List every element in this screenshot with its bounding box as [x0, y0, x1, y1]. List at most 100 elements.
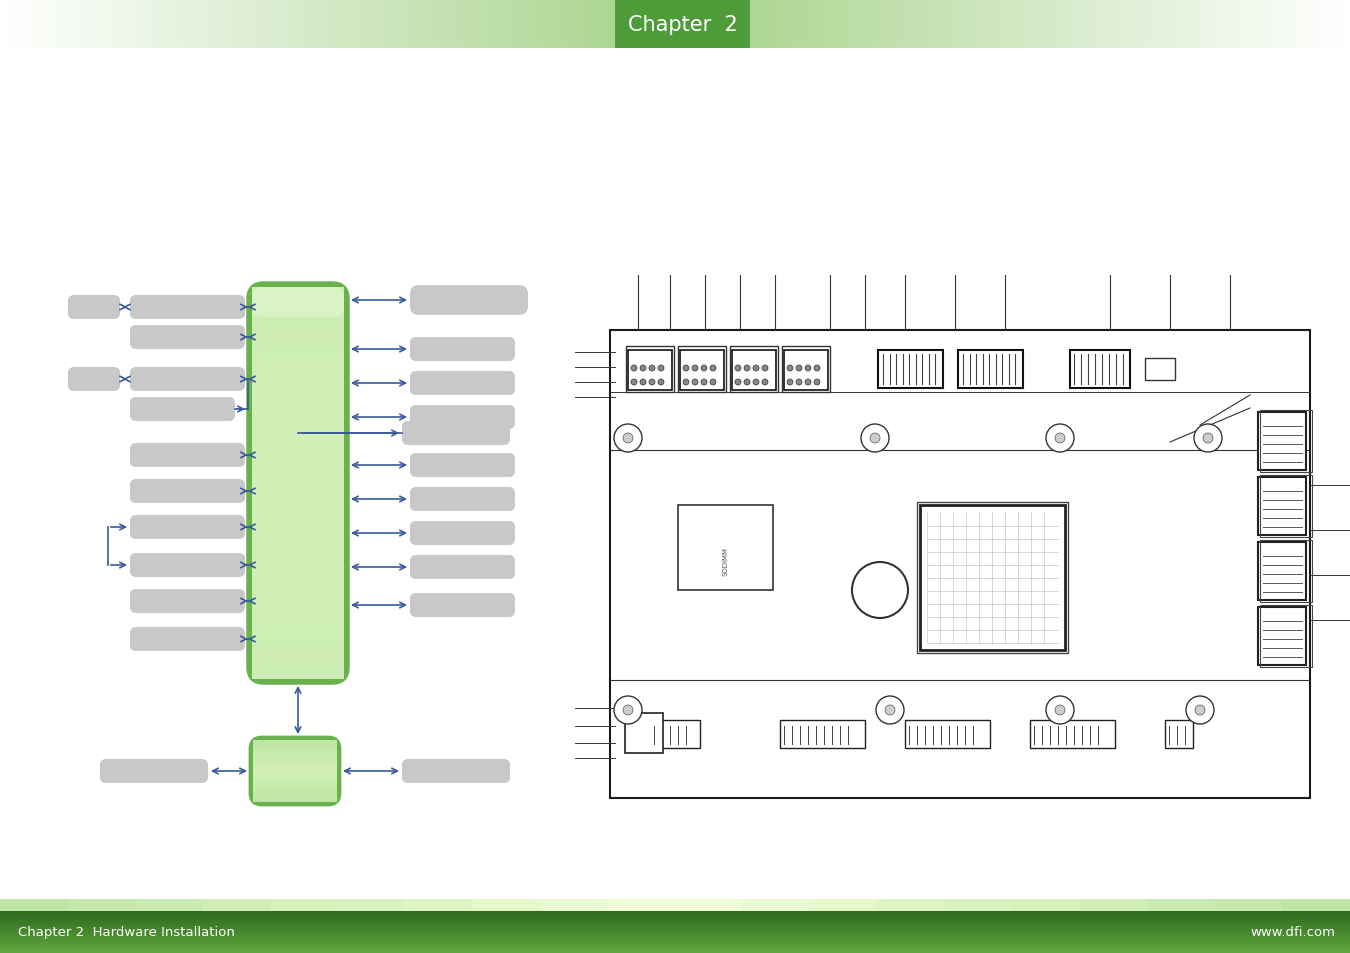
Bar [678, 347, 726, 393]
Bar [252, 659, 344, 666]
Bar [252, 744, 338, 746]
FancyBboxPatch shape [130, 627, 244, 651]
Bar [252, 529, 344, 536]
Circle shape [657, 366, 664, 372]
Circle shape [640, 366, 647, 372]
Circle shape [1046, 424, 1075, 453]
Bar [252, 444, 344, 451]
Circle shape [744, 366, 751, 372]
Circle shape [1054, 705, 1065, 716]
Bar [252, 456, 344, 464]
Bar [1260, 476, 1312, 537]
Circle shape [753, 366, 759, 372]
Bar [252, 779, 338, 781]
Circle shape [734, 366, 741, 372]
Circle shape [701, 366, 707, 372]
Bar [252, 398, 344, 405]
Bar [626, 347, 674, 393]
Bar [252, 476, 344, 483]
Bar [252, 653, 344, 659]
Bar [252, 470, 344, 476]
FancyBboxPatch shape [130, 479, 244, 503]
Circle shape [761, 379, 768, 386]
Text: Chapter 2  Hardware Installation: Chapter 2 Hardware Installation [18, 925, 235, 939]
Bar [1258, 477, 1305, 536]
Bar [252, 541, 344, 549]
FancyBboxPatch shape [410, 337, 514, 361]
Circle shape [1193, 424, 1222, 453]
Bar [252, 781, 338, 783]
Bar [252, 594, 344, 601]
Bar [252, 750, 338, 753]
FancyBboxPatch shape [410, 556, 514, 579]
Bar [252, 757, 338, 759]
Circle shape [693, 366, 698, 372]
Bar [1165, 720, 1193, 748]
Bar [252, 424, 344, 432]
Bar [252, 497, 344, 503]
Bar [628, 351, 672, 391]
Circle shape [1046, 697, 1075, 724]
Bar [252, 633, 344, 640]
Bar [625, 713, 663, 753]
Bar [252, 620, 344, 627]
Bar [252, 791, 338, 794]
Circle shape [1054, 434, 1065, 443]
Bar [610, 331, 1310, 799]
Bar [252, 516, 344, 522]
Text: SODIMM: SODIMM [724, 546, 729, 575]
Bar [252, 666, 344, 673]
Circle shape [869, 434, 880, 443]
Bar [1260, 540, 1312, 602]
Circle shape [683, 366, 688, 372]
Circle shape [814, 379, 819, 386]
Bar [252, 320, 344, 327]
Circle shape [761, 366, 768, 372]
Bar [252, 626, 344, 634]
FancyBboxPatch shape [248, 284, 348, 683]
Circle shape [701, 379, 707, 386]
Circle shape [622, 705, 633, 716]
Bar [730, 347, 778, 393]
Bar [252, 789, 338, 792]
Circle shape [1187, 697, 1214, 724]
Bar [958, 351, 1023, 389]
FancyBboxPatch shape [410, 406, 514, 430]
Bar [252, 417, 344, 425]
Bar [252, 333, 344, 340]
Bar [252, 775, 338, 778]
FancyBboxPatch shape [410, 594, 514, 618]
Bar [252, 740, 338, 742]
Circle shape [787, 379, 792, 386]
Circle shape [805, 379, 811, 386]
Bar [252, 798, 338, 801]
Bar [252, 785, 338, 788]
Bar [252, 509, 344, 517]
Bar [252, 783, 338, 785]
Bar [252, 748, 338, 751]
Bar [252, 307, 344, 314]
Bar [252, 385, 344, 392]
FancyBboxPatch shape [130, 295, 244, 319]
Bar [252, 555, 344, 562]
Circle shape [630, 366, 637, 372]
Circle shape [787, 366, 792, 372]
FancyBboxPatch shape [410, 488, 514, 512]
Bar [1258, 542, 1305, 600]
Bar [252, 575, 344, 581]
Bar [252, 741, 338, 744]
Bar [252, 773, 338, 776]
Circle shape [614, 424, 643, 453]
Bar [252, 800, 338, 802]
FancyBboxPatch shape [410, 286, 528, 315]
FancyBboxPatch shape [68, 368, 120, 392]
Bar [780, 720, 865, 748]
Bar [252, 346, 344, 353]
Circle shape [640, 379, 647, 386]
Bar [252, 762, 338, 765]
Bar [252, 431, 344, 437]
FancyBboxPatch shape [130, 443, 244, 468]
Bar [680, 351, 724, 391]
Bar [252, 451, 344, 457]
Bar [252, 561, 344, 568]
